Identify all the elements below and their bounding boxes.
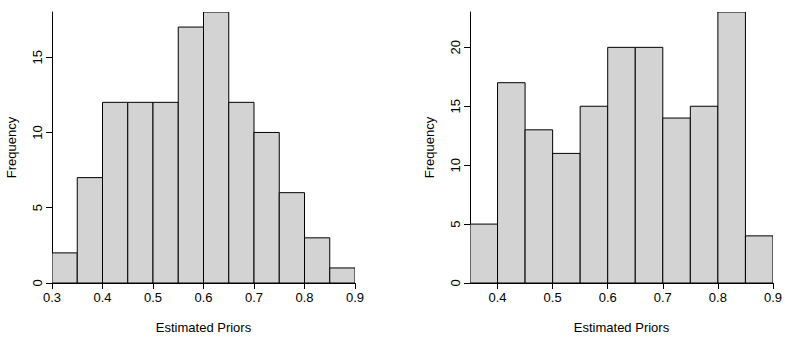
- svg-text:0.6: 0.6: [194, 290, 212, 305]
- svg-text:20: 20: [448, 40, 463, 54]
- svg-text:Estimated Priors: Estimated Priors: [574, 320, 670, 335]
- svg-text:0: 0: [30, 279, 45, 286]
- svg-text:0.5: 0.5: [144, 290, 162, 305]
- svg-text:0.6: 0.6: [599, 290, 617, 305]
- svg-text:0.5: 0.5: [544, 290, 562, 305]
- svg-text:15: 15: [30, 50, 45, 64]
- svg-text:10: 10: [448, 158, 463, 172]
- svg-text:0.9: 0.9: [346, 290, 364, 305]
- svg-text:Frequency: Frequency: [4, 116, 19, 178]
- svg-text:0.3: 0.3: [43, 290, 61, 305]
- svg-text:0.8: 0.8: [295, 290, 313, 305]
- svg-text:5: 5: [30, 204, 45, 211]
- svg-text:0.9: 0.9: [764, 290, 782, 305]
- svg-text:Frequency: Frequency: [422, 116, 437, 178]
- svg-text:5: 5: [448, 220, 463, 227]
- svg-text:0.7: 0.7: [654, 290, 672, 305]
- svg-text:0.8: 0.8: [709, 290, 727, 305]
- svg-text:0.7: 0.7: [245, 290, 263, 305]
- svg-text:10: 10: [30, 125, 45, 139]
- svg-text:0.4: 0.4: [93, 290, 111, 305]
- svg-text:Estimated Priors: Estimated Priors: [156, 320, 252, 335]
- svg-text:0.4: 0.4: [489, 290, 507, 305]
- svg-text:0: 0: [448, 279, 463, 286]
- svg-text:15: 15: [448, 99, 463, 113]
